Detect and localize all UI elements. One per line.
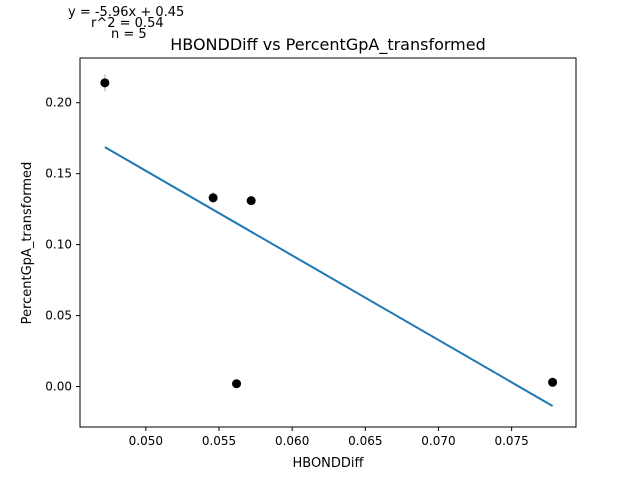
x-axis-label: HBONDDiff <box>292 456 364 471</box>
y-axis-ticks: 0.00 0.05 0.10 0.15 0.20 <box>45 96 80 394</box>
regression-line <box>104 146 554 407</box>
data-point <box>232 379 242 389</box>
y-tick-label: 0.05 <box>45 309 72 323</box>
x-tick-label: 0.060 <box>275 434 309 448</box>
data-point <box>548 377 558 387</box>
x-axis-ticks: 0.050 0.055 0.060 0.065 0.070 0.075 <box>129 427 529 448</box>
equation-annotation: y = -5.96x + 0.45 <box>68 5 185 20</box>
data-point <box>246 196 256 206</box>
axes-frame <box>79 57 577 428</box>
y-tick-label: 0.20 <box>45 96 72 110</box>
y-axis-label: PercentGpA_transformed <box>20 162 35 325</box>
x-tick-label: 0.055 <box>202 434 236 448</box>
x-tick-label: 0.050 <box>129 434 163 448</box>
data-point <box>100 78 110 88</box>
r-squared-annotation: r^2 = 0.54 <box>91 16 164 31</box>
y-tick-label: 0.15 <box>45 167 72 181</box>
y-tick-label: 0.10 <box>45 238 72 252</box>
chart-title: HBONDDiff vs PercentGpA_transformed <box>170 35 486 55</box>
plot-area <box>100 74 558 407</box>
data-point <box>208 193 218 203</box>
n-annotation: n = 5 <box>111 27 147 42</box>
x-tick-label: 0.070 <box>421 434 455 448</box>
x-tick-label: 0.065 <box>348 434 382 448</box>
x-tick-label: 0.075 <box>494 434 528 448</box>
y-tick-label: 0.00 <box>45 380 72 394</box>
